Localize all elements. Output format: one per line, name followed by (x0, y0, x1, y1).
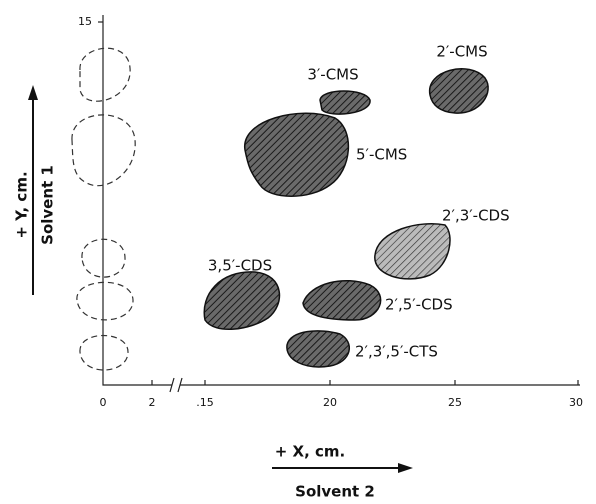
spot (302, 279, 382, 321)
spot-label: 2′,5′-CDS (385, 296, 453, 314)
x-solvent: Solvent 2 (295, 483, 375, 501)
spot (286, 330, 350, 368)
spot-label: 2′-CMS (436, 43, 487, 61)
x-tick-label: .15 (196, 396, 214, 409)
spot-label: 2′,3′-CDS (442, 207, 510, 225)
spot (244, 112, 349, 197)
y-label: + Y, cm. (13, 171, 31, 238)
y-arrowhead (28, 85, 38, 100)
spot (203, 271, 281, 331)
y-solvent-label: Solvent 1 (39, 165, 57, 245)
spot-label: 2′,3′,5′-CTS (355, 343, 438, 361)
x-arrowhead (398, 463, 413, 473)
x-tick-label: 20 (323, 396, 337, 409)
x-tick-label: 2 (149, 396, 156, 409)
axes (102, 15, 580, 386)
x-label: + X, cm. (275, 443, 346, 461)
spot (374, 223, 451, 280)
y-tick-label: 15 (78, 15, 92, 28)
x-tick-label: 25 (448, 396, 462, 409)
y-axis-label: + Y, cm. (13, 171, 31, 238)
spot (319, 90, 371, 115)
x-tick-label: 0 (100, 396, 107, 409)
spot-label: 5′-CMS (356, 146, 407, 164)
spot (429, 68, 489, 114)
y-solvent: Solvent 1 (39, 165, 57, 245)
x-ticks (151, 380, 579, 385)
reference-spots (71, 47, 136, 371)
x-tick-label: 30 (569, 396, 583, 409)
spot-label: 3′-CMS (307, 66, 358, 84)
spot-label: 3,5′-CDS (208, 257, 272, 275)
axis-break (169, 377, 183, 393)
